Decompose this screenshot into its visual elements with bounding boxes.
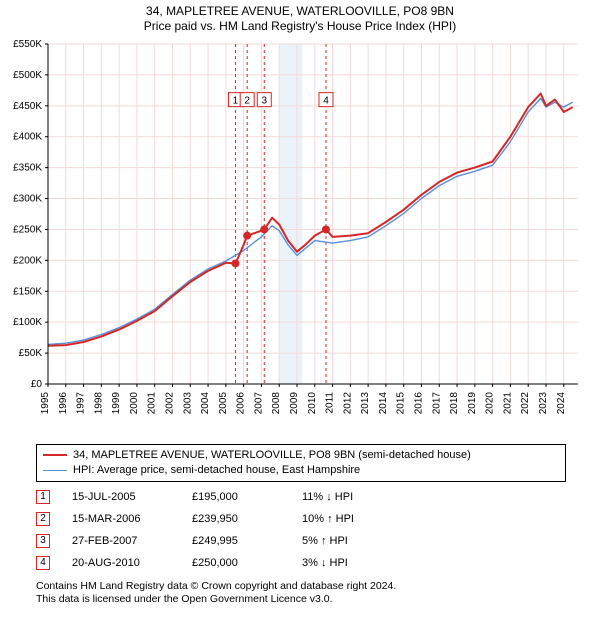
svg-text:£100K: £100K bbox=[13, 317, 42, 328]
svg-text:£350K: £350K bbox=[13, 163, 42, 174]
svg-text:£550K: £550K bbox=[13, 40, 42, 50]
svg-text:£0: £0 bbox=[31, 379, 43, 390]
table-row: 3 27-FEB-2007 £249,995 5% ↑ HPI bbox=[36, 530, 566, 552]
svg-text:2009: 2009 bbox=[289, 392, 300, 415]
svg-text:2015: 2015 bbox=[396, 392, 407, 415]
svg-text:1998: 1998 bbox=[93, 392, 104, 415]
txn-marker-1: 1 bbox=[36, 490, 50, 504]
svg-text:2021: 2021 bbox=[502, 392, 513, 415]
txn-marker-4: 4 bbox=[36, 556, 50, 570]
svg-text:3: 3 bbox=[261, 96, 267, 107]
svg-text:2002: 2002 bbox=[164, 392, 175, 415]
svg-text:2012: 2012 bbox=[342, 392, 353, 415]
svg-text:£250K: £250K bbox=[13, 224, 42, 235]
txn-marker-3: 3 bbox=[36, 534, 50, 548]
txn-date: 15-MAR-2006 bbox=[72, 513, 192, 525]
legend-swatch-hpi bbox=[43, 470, 67, 471]
svg-text:2019: 2019 bbox=[467, 392, 478, 415]
svg-text:2022: 2022 bbox=[520, 392, 531, 415]
chart-area: 123 4 £0 £50K £100K £150K £200K £250K £300K £350K… bbox=[0, 40, 600, 440]
txn-delta: 11% ↓ HPI bbox=[302, 491, 442, 503]
svg-text:2016: 2016 bbox=[413, 392, 424, 415]
txn-price: £239,950 bbox=[192, 513, 302, 525]
chart-title-block: 34, MAPLETREE AVENUE, WATERLOOVILLE, PO8… bbox=[0, 0, 600, 34]
credit-line-1: Contains HM Land Registry data © Crown c… bbox=[36, 580, 566, 593]
legend: 34, MAPLETREE AVENUE, WATERLOOVILLE, PO8… bbox=[36, 444, 566, 482]
svg-text:2001: 2001 bbox=[147, 392, 158, 415]
table-row: 4 20-AUG-2010 £250,000 3% ↓ HPI bbox=[36, 552, 566, 574]
txn-delta: 5% ↑ HPI bbox=[302, 535, 442, 547]
svg-text:1995: 1995 bbox=[40, 392, 51, 415]
svg-text:1996: 1996 bbox=[58, 392, 69, 415]
svg-text:£150K: £150K bbox=[13, 286, 42, 297]
svg-text:£450K: £450K bbox=[13, 101, 42, 112]
title-line-2: Price paid vs. HM Land Registry's House … bbox=[0, 19, 600, 34]
legend-row-property: 34, MAPLETREE AVENUE, WATERLOOVILLE, PO8… bbox=[43, 448, 559, 463]
svg-text:2: 2 bbox=[244, 96, 250, 107]
txn-marker-2: 2 bbox=[36, 512, 50, 526]
svg-text:£400K: £400K bbox=[13, 132, 42, 143]
txn-date: 20-AUG-2010 bbox=[72, 557, 192, 569]
svg-text:2011: 2011 bbox=[325, 392, 336, 414]
txn-date: 27-FEB-2007 bbox=[72, 535, 192, 547]
svg-text:2010: 2010 bbox=[307, 392, 318, 415]
svg-text:1: 1 bbox=[233, 96, 239, 107]
svg-text:2007: 2007 bbox=[253, 392, 264, 415]
svg-text:1999: 1999 bbox=[111, 392, 122, 415]
svg-text:2005: 2005 bbox=[218, 392, 229, 415]
svg-text:2014: 2014 bbox=[378, 392, 389, 415]
svg-text:£200K: £200K bbox=[13, 255, 42, 266]
transactions-table: 1 15-JUL-2005 £195,000 11% ↓ HPI 2 15-MA… bbox=[36, 486, 566, 574]
legend-label-hpi: HPI: Average price, semi-detached house,… bbox=[73, 463, 360, 478]
svg-text:£500K: £500K bbox=[13, 70, 42, 81]
txn-date: 15-JUL-2005 bbox=[72, 491, 192, 503]
svg-text:2024: 2024 bbox=[556, 392, 567, 415]
svg-text:2004: 2004 bbox=[200, 392, 211, 415]
legend-swatch-property bbox=[43, 454, 67, 456]
table-row: 2 15-MAR-2006 £239,950 10% ↑ HPI bbox=[36, 508, 566, 530]
txn-price: £249,995 bbox=[192, 535, 302, 547]
svg-text:2017: 2017 bbox=[431, 392, 442, 415]
svg-text:2013: 2013 bbox=[360, 392, 371, 415]
svg-text:2008: 2008 bbox=[271, 392, 282, 415]
price-chart-svg: 123 4 £0 £50K £100K £150K £200K £250K £300K £350K… bbox=[0, 40, 600, 440]
svg-text:2023: 2023 bbox=[538, 392, 549, 415]
svg-text:4: 4 bbox=[323, 96, 329, 107]
txn-delta: 3% ↓ HPI bbox=[302, 557, 442, 569]
svg-text:£50K: £50K bbox=[19, 348, 43, 359]
legend-label-property: 34, MAPLETREE AVENUE, WATERLOOVILLE, PO8… bbox=[73, 448, 471, 463]
svg-text:1997: 1997 bbox=[76, 392, 87, 415]
legend-row-hpi: HPI: Average price, semi-detached house,… bbox=[43, 463, 559, 478]
table-row: 1 15-JUL-2005 £195,000 11% ↓ HPI bbox=[36, 486, 566, 508]
svg-text:2000: 2000 bbox=[129, 392, 140, 415]
title-line-1: 34, MAPLETREE AVENUE, WATERLOOVILLE, PO8… bbox=[0, 4, 600, 19]
credit-block: Contains HM Land Registry data © Crown c… bbox=[36, 580, 566, 606]
txn-price: £195,000 bbox=[192, 491, 302, 503]
svg-text:£300K: £300K bbox=[13, 194, 42, 205]
txn-price: £250,000 bbox=[192, 557, 302, 569]
credit-line-2: This data is licensed under the Open Gov… bbox=[36, 593, 566, 606]
txn-delta: 10% ↑ HPI bbox=[302, 513, 442, 525]
svg-text:2018: 2018 bbox=[449, 392, 460, 415]
svg-text:2020: 2020 bbox=[485, 392, 496, 415]
svg-text:2006: 2006 bbox=[236, 392, 247, 415]
svg-text:2003: 2003 bbox=[182, 392, 193, 415]
